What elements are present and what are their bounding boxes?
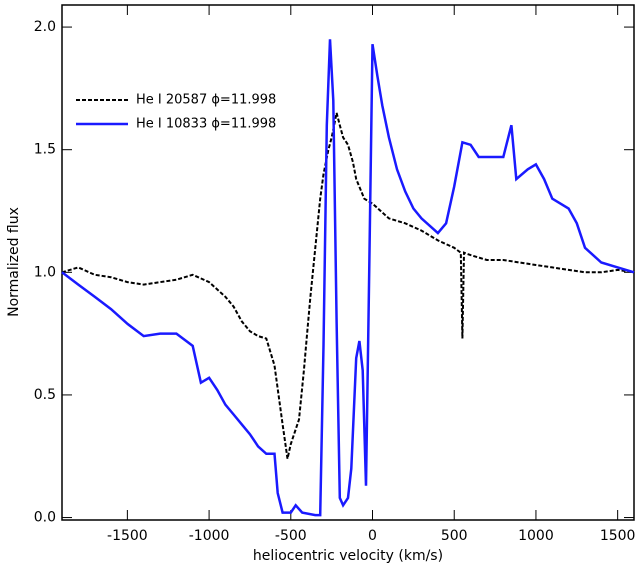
x-tick-label: -500 xyxy=(275,528,307,544)
y-tick-label: 1.0 xyxy=(34,264,56,280)
x-tick-label: -1000 xyxy=(189,528,230,544)
y-axis-label: Normalized flux xyxy=(6,207,22,317)
x-axis-label: heliocentric velocity (km/s) xyxy=(253,548,443,564)
y-tick-label: 2.0 xyxy=(34,19,56,35)
x-tick-label: 0 xyxy=(368,528,377,544)
spectrum-line xyxy=(61,39,635,517)
legend-label: He I 20587 ϕ=11.998 xyxy=(136,93,276,108)
legend-label: He I 10833 ϕ=11.998 xyxy=(136,117,276,132)
x-tick-label: 500 xyxy=(441,528,468,544)
x-tick-label: 1000 xyxy=(518,528,554,544)
x-tick-label: -1500 xyxy=(107,528,148,544)
spectrum-line xyxy=(61,112,635,459)
y-tick-label: 0.0 xyxy=(34,510,56,526)
y-tick-label: 1.5 xyxy=(34,142,56,158)
plot-frame xyxy=(61,4,635,521)
y-tick-label: 0.5 xyxy=(34,387,56,403)
x-tick-label: 1500 xyxy=(600,528,636,544)
